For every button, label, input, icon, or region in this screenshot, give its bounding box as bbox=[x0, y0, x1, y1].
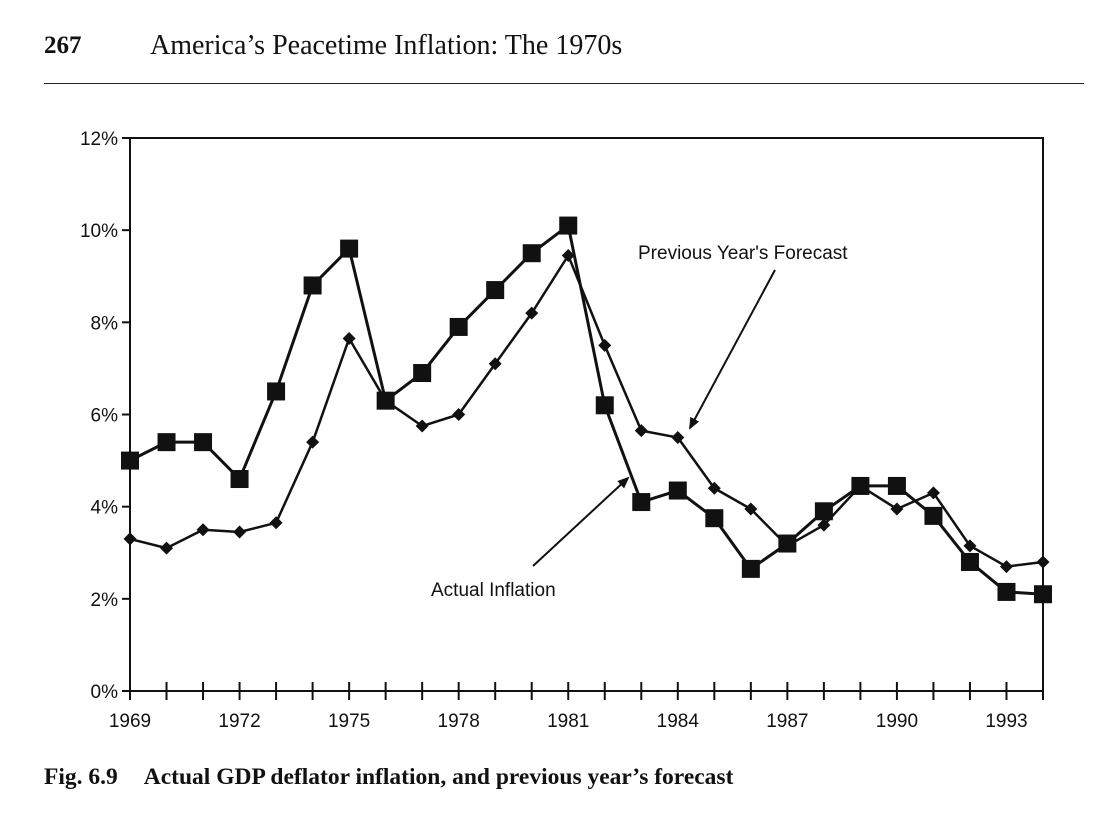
forecast-line bbox=[129, 254, 1044, 568]
forecast-point bbox=[1036, 555, 1050, 569]
actual-inflation-point bbox=[486, 281, 505, 300]
actual-inflation-point bbox=[632, 493, 651, 512]
forecast-point bbox=[415, 419, 429, 433]
forecast-series bbox=[123, 249, 1050, 574]
x-tick-label: 1984 bbox=[657, 711, 700, 732]
actual-inflation-point bbox=[559, 216, 578, 235]
forecast-point bbox=[671, 431, 685, 445]
running-title: America’s Peacetime Inflation: The 1970s bbox=[150, 30, 623, 61]
forecast-point bbox=[561, 249, 575, 263]
actual-inflation-point bbox=[413, 364, 432, 383]
actual-inflation-series bbox=[121, 216, 1052, 604]
forecast-point bbox=[452, 408, 466, 421]
x-tick-label: 1975 bbox=[328, 711, 370, 732]
forecast-point bbox=[707, 481, 721, 495]
actual-inflation-point bbox=[449, 317, 468, 336]
actual-inflation-point bbox=[595, 396, 614, 415]
forecast-point bbox=[780, 539, 794, 553]
actual-inflation-point bbox=[887, 476, 906, 495]
annotation-layer: Previous Year's Forecast Actual Inflatio… bbox=[431, 243, 848, 601]
figure-caption-text: Actual GDP deflator inflation, and previ… bbox=[143, 764, 734, 790]
x-axis: 1969 1972 1975 1978 1981 1984 1987 1990 1993 bbox=[109, 682, 1044, 732]
forecast-point bbox=[160, 541, 174, 555]
x-tick-label: 1981 bbox=[547, 711, 589, 732]
forecast-point bbox=[488, 357, 502, 371]
forecast-point bbox=[926, 486, 940, 500]
x-tick-label: 1972 bbox=[218, 711, 260, 732]
y-axis: 0% 2% 4% 6% 8% 10% 12% bbox=[80, 129, 130, 703]
forecast-point bbox=[269, 516, 283, 530]
x-tick-label: 1978 bbox=[438, 711, 480, 732]
forecast-point bbox=[853, 479, 867, 493]
actual-inflation-line bbox=[129, 224, 1044, 596]
forecast-point bbox=[963, 539, 977, 553]
forecast-point bbox=[379, 394, 393, 408]
actual-inflation-point bbox=[340, 239, 359, 258]
actual-inflation-point bbox=[814, 502, 833, 521]
forecast-point bbox=[196, 523, 210, 537]
annotation-forecast-arrow bbox=[689, 269, 776, 430]
page-header: 267 America’s Peacetime Inflation: The 1… bbox=[44, 28, 1084, 84]
forecast-point bbox=[744, 502, 758, 516]
figure-caption: Fig. 6.9 Actual GDP deflator inflation, a… bbox=[44, 764, 733, 791]
series-layer bbox=[121, 216, 1052, 604]
forecast-point bbox=[817, 518, 831, 532]
header-rule bbox=[44, 83, 1084, 84]
forecast-point bbox=[123, 532, 137, 546]
forecast-point bbox=[634, 424, 648, 438]
actual-inflation-point bbox=[705, 509, 724, 528]
actual-inflation-point bbox=[267, 382, 286, 401]
actual-inflation-point bbox=[230, 470, 249, 489]
y-tick-label: 10% bbox=[80, 221, 118, 242]
forecast-point bbox=[342, 331, 356, 345]
actual-inflation-point bbox=[303, 276, 322, 295]
annotation-forecast-label: Previous Year's Forecast bbox=[638, 243, 848, 264]
actual-inflation-point bbox=[194, 433, 213, 452]
forecast-point bbox=[233, 525, 247, 539]
x-tick-label: 1993 bbox=[985, 711, 1027, 732]
actual-inflation-point bbox=[668, 481, 687, 500]
y-tick-label: 0% bbox=[91, 682, 119, 703]
actual-inflation-point bbox=[157, 433, 176, 452]
x-tick-label: 1987 bbox=[766, 711, 808, 732]
y-tick-label: 4% bbox=[91, 498, 119, 519]
forecast-point bbox=[890, 502, 904, 516]
y-tick-label: 2% bbox=[91, 590, 119, 611]
x-tick-label: 1990 bbox=[876, 711, 918, 732]
page-number: 267 bbox=[44, 32, 82, 59]
y-tick-label: 12% bbox=[80, 129, 118, 150]
actual-inflation-point bbox=[522, 244, 541, 263]
forecast-point bbox=[525, 306, 539, 320]
actual-inflation-point bbox=[997, 582, 1016, 601]
forecast-point bbox=[306, 435, 320, 449]
forecast-point bbox=[598, 338, 612, 352]
forecast-point bbox=[999, 560, 1013, 574]
annotation-actual-label: Actual Inflation bbox=[431, 580, 556, 601]
actual-inflation-point bbox=[741, 559, 760, 578]
y-tick-label: 8% bbox=[91, 313, 119, 334]
actual-inflation-point bbox=[121, 451, 139, 470]
inflation-chart: 0% 2% 4% 6% 8% 10% 12% 1969 1972 1975 1978 1981 198… bbox=[80, 129, 1052, 732]
figure-label: Fig. 6.9 bbox=[44, 764, 118, 790]
y-tick-label: 6% bbox=[91, 406, 119, 427]
actual-inflation-point bbox=[1034, 585, 1052, 604]
actual-inflation-point bbox=[960, 552, 979, 571]
actual-inflation-point bbox=[924, 506, 943, 525]
x-tick-label: 1969 bbox=[109, 711, 151, 732]
annotation-actual-arrow bbox=[532, 476, 630, 567]
